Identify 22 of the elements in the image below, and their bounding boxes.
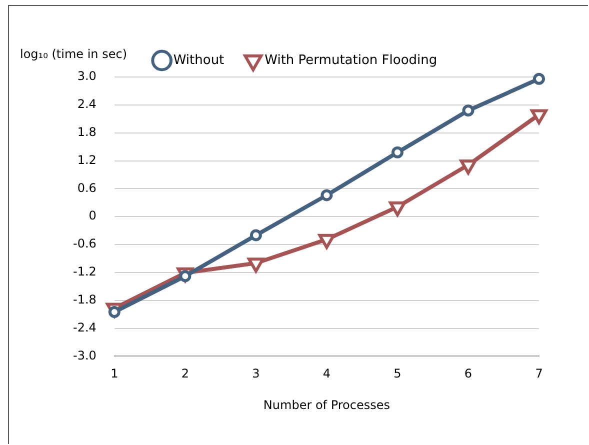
- y-tick-label: 1.8: [77, 124, 96, 139]
- y-tick-label: 0: [88, 208, 96, 223]
- y-tick-label: -1.8: [72, 292, 96, 306]
- legend-label: Without: [173, 52, 224, 68]
- y-tick-label: 2.4: [77, 97, 96, 112]
- y-tick-label: 0.6: [77, 180, 96, 195]
- x-tick-label: 5: [394, 366, 402, 381]
- y-tick-label: -3.0: [72, 348, 96, 362]
- x-tick-label: 7: [535, 366, 543, 381]
- x-tick-label: 3: [252, 366, 260, 381]
- y-axis-title: log₁₀ (time in sec): [20, 47, 128, 62]
- y-tick-label: 1.2: [77, 152, 96, 167]
- x-tick-label: 6: [464, 366, 472, 381]
- y-tick-label: -0.6: [72, 236, 96, 251]
- x-tick-label: 2: [181, 366, 189, 381]
- x-tick-label: 4: [322, 366, 331, 381]
- y-tick-label: -2.4: [72, 320, 96, 334]
- legend-label: With Permutation Flooding: [264, 52, 438, 68]
- x-axis-title: Number of Processes: [263, 398, 390, 412]
- y-tick-label: 3.0: [77, 69, 96, 84]
- y-tick-label: -1.2: [72, 264, 96, 279]
- x-tick-label: 1: [110, 366, 118, 381]
